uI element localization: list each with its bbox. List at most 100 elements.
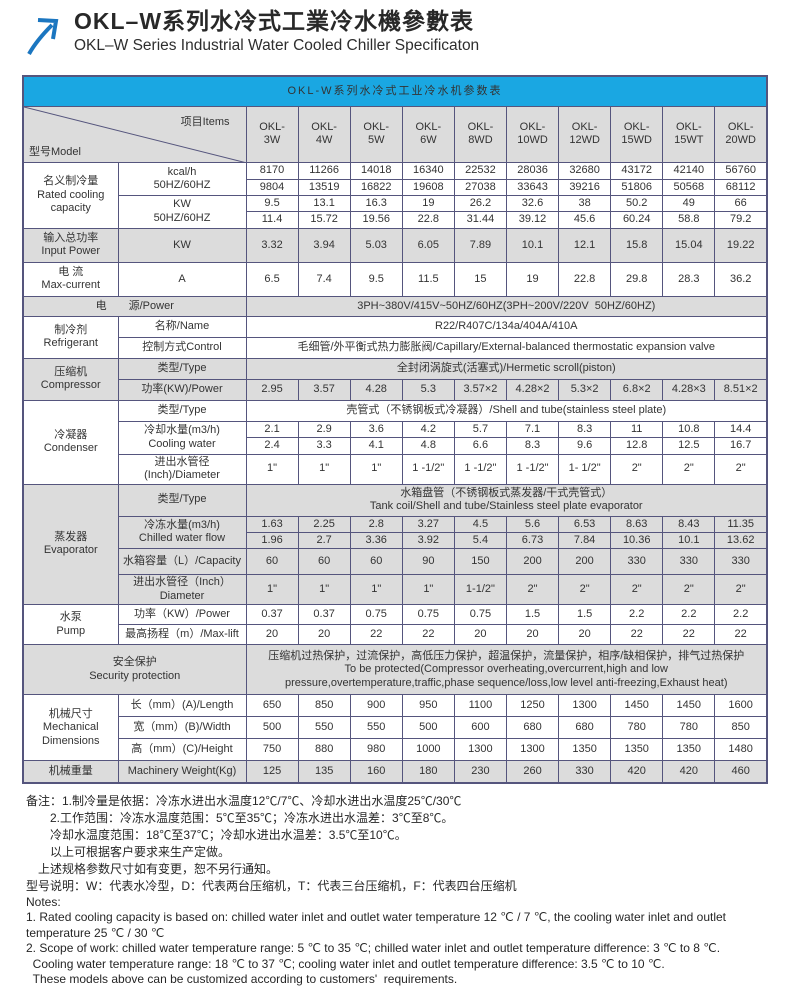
value-cell: 780 [662,716,716,740]
value-cell: 1" [297,453,351,485]
value-cell: 9.5 [349,261,403,297]
value-cell: 1" [349,574,403,606]
value-cell: 4.28 [349,378,403,401]
note-line: Cooling water temperature range: 18 ℃ to… [26,956,665,971]
value-cell: 39.12 [505,211,560,229]
value-cell: 7.4 [297,261,351,297]
value-cell: 22.8 [401,211,455,229]
item-label: 安全保护 Security protection [22,644,247,696]
model-header: OKL- 5W [349,105,403,164]
group-label: 输入总功率 Input Power [22,227,119,263]
value-cell: 10.36 [610,531,664,550]
item-label: A [117,261,247,297]
note-line: These models above can be customized acc… [26,972,458,987]
value-cell: 49 [662,194,716,213]
value-cell: 56760 [714,162,768,180]
value-cell: 水箱盘管（不锈钢板式蒸发器/干式壳管式） Tank coil/Shell and… [245,483,768,517]
value-cell: 2" [610,574,664,606]
value-cell: 1" [297,574,351,606]
value-cell: 11.4 [245,211,299,229]
value-cell: 2" [662,574,716,606]
model-header: OKL- 12WD [558,105,612,164]
table-row: 名义制冷量 Rated cooling capacity kcal/h 50HZ… [22,162,768,229]
value-cell: 460 [714,760,768,784]
value-cell: 3.57×2 [453,378,507,401]
item-label: kcal/h 50HZ/60HZ [117,162,247,196]
value-cell: 8170 [245,162,299,180]
value-cell: 68112 [714,178,768,196]
value-cell: 6.05 [401,227,455,263]
group-label: 水泵 Pump [22,604,119,646]
value-cell: 22.8 [558,261,612,297]
group-label: 机械尺寸 Mechanical Dimensions [22,694,119,762]
item-label: 最高扬程（m）/Max-lift [117,624,247,646]
item-label: 长（mm）(A)/Length [117,694,247,718]
value-cell: 4.28×3 [662,378,716,401]
value-cell: 14.4 [714,420,768,439]
value-cell: 16.7 [714,437,768,455]
value-cell: 0.75 [401,604,455,626]
brand-logo [24,12,66,63]
value-cell: 50568 [662,178,716,196]
value-cell: 12.8 [610,437,664,455]
table-row: 1.96 2.7 3.36 3.92 5.4 6.73 7.84 10.36 10.1 13.62 [23,531,768,550]
value-cell: 3.92 [401,531,455,550]
group-label: 名义制冷量 Rated cooling capacity [22,162,119,229]
value-cell: 2" [610,453,664,485]
value-cell: 6.5 [245,261,299,297]
value-cell: 980 [349,738,403,762]
value-cell: 330 [610,548,664,576]
table-row: 压缩机 Compressor 类型/Type 全封闭涡旋式(活塞式)/Herme… [22,357,768,401]
value-cell: 10.1 [505,227,560,263]
diagonal-divider [24,107,246,163]
group-label: 压缩机 Compressor [22,357,119,401]
value-cell: 650 [245,694,299,718]
value-cell: 58.8 [662,211,716,229]
value-cell: 79.2 [714,211,768,229]
value-cell: 2" [505,574,560,606]
column-header-row: 型号Model 项目Items OKL- 3W OKL- 4W OKL- 5W OKL… [22,105,768,164]
value-cell: 1250 [505,694,560,718]
value-cell: 2" [662,453,716,485]
value-cell: 11.35 [714,515,768,533]
value-cell: 8.3 [558,420,612,439]
value-cell: 2.2 [662,604,716,626]
value-cell: 1-1/2" [453,574,507,606]
value-cell: 5.3×2 [558,378,612,401]
value-cell: 2.4 [245,437,299,455]
model-header: OKL- 10WD [505,105,560,164]
value-cell: 13519 [297,178,351,196]
item-label: 控制方式Control [117,336,247,359]
value-cell: 11.5 [401,261,455,297]
corner-header-cell: 型号Model 项目Items [22,105,247,164]
value-cell: 1" [401,574,455,606]
note-line: 上述规格参数尺寸如有变更，恕不另行通知。 [26,861,279,876]
value-cell: 2" [714,574,768,606]
value-cell: 420 [610,760,664,784]
value-cell: 16.3 [349,194,403,213]
value-cell: 850 [297,694,351,718]
value-cell: 10.1 [662,531,716,550]
value-cell: 31.44 [453,211,507,229]
table-row: 冷凝器 Condenser 类型/Type 壳管式（不锈钢板式冷凝器）/Shel… [22,399,768,485]
table-row: 制冷剂 Refrigerant 名称/Name R22/R407C/134a/4… [22,315,768,359]
value-cell: 51806 [610,178,664,196]
value-cell: 90 [401,548,455,576]
value-cell: 1300 [558,694,612,718]
value-cell: 200 [505,548,560,576]
value-cell: 2" [714,453,768,485]
table-row: 电 源/Power 3PH~380V/415V~50HZ/60HZ(3PH~20… [22,295,768,317]
value-cell: 500 [401,716,455,740]
notes-section: 备注：1.制冷量是依据：冷冻水进出水温度12℃/7℃、冷却水进出水温度25℃/3… [22,793,768,988]
value-cell: 4.28×2 [505,378,560,401]
model-header: OKL- 15WD [610,105,664,164]
table-row: KW 50HZ/60HZ 9.5 13.1 16.3 19 26.2 32.6 38 50.2… [23,194,768,229]
value-cell: 2.7 [297,531,351,550]
value-cell: 550 [349,716,403,740]
model-header: OKL- 4W [297,105,351,164]
value-cell: 33643 [505,178,560,196]
value-cell: 125 [245,760,299,784]
value-cell: 1.5 [505,604,560,626]
value-cell: 3.36 [349,531,403,550]
item-label: 类型/Type [117,483,247,517]
